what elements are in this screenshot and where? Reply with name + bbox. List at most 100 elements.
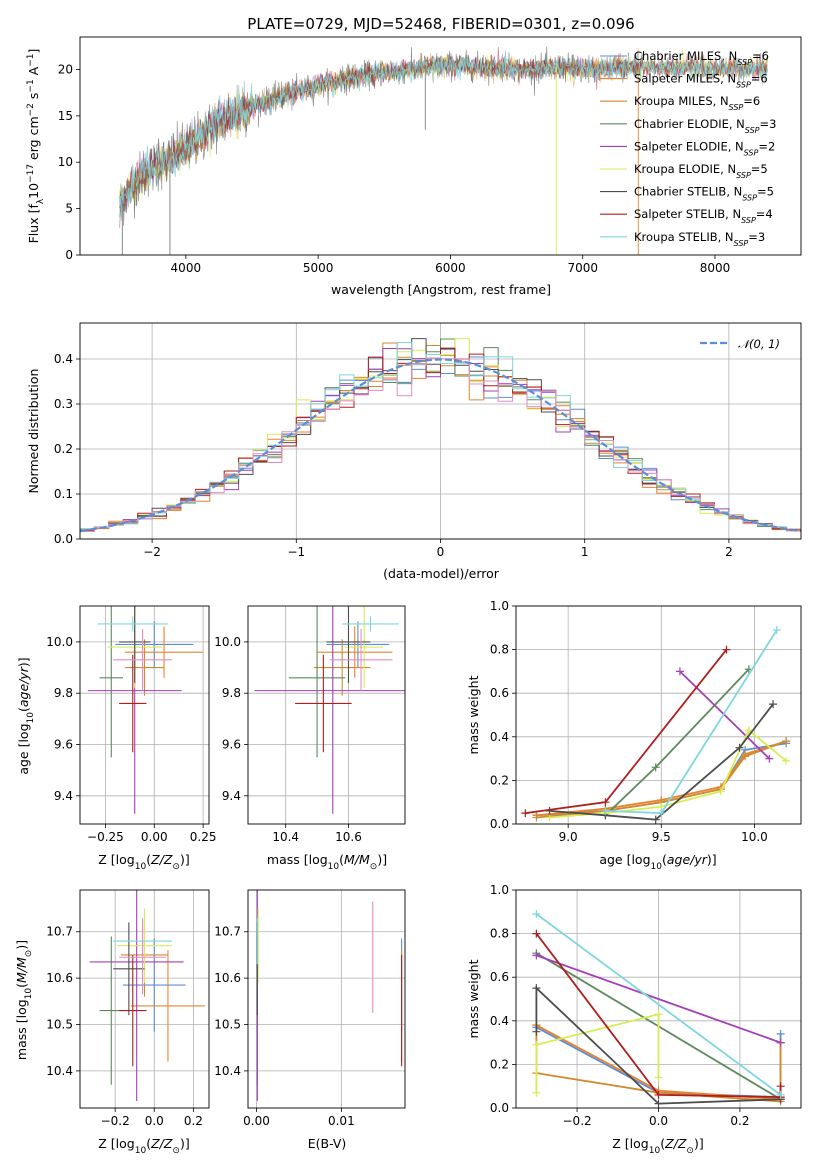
x-tick-label: −0.2 xyxy=(101,1114,130,1128)
y-tick-label: 0.2 xyxy=(490,773,509,787)
error-bar xyxy=(317,626,393,678)
y-tick-label: 9.6 xyxy=(222,737,241,751)
weight-series xyxy=(532,984,785,1108)
x-tick-label: 0.2 xyxy=(184,1114,203,1128)
legend-entry: 𝒩(0, 1) xyxy=(738,337,780,351)
y-tick-label: 0.0 xyxy=(54,532,73,546)
weight-marker xyxy=(654,1010,663,1019)
x-tick-label: 0.0 xyxy=(649,1114,668,1128)
label-part: ⊙ xyxy=(24,950,34,958)
y-tick-label: 5 xyxy=(65,202,73,216)
y-tick-label: 0.1 xyxy=(54,487,73,501)
x-axis-label: Z [log10(Z/Z⊙)] xyxy=(612,1136,703,1156)
x-tick-label: 0.01 xyxy=(328,1114,355,1128)
x-axis-label: age [log10(age/yr)] xyxy=(599,852,716,872)
label-part: −2 xyxy=(26,103,36,116)
label-part: mass [log xyxy=(14,999,29,1060)
weight-marker xyxy=(769,700,778,709)
model-spectrum xyxy=(119,52,768,221)
histogram-panel: −2 −1 0 1 2 0.0 0.1 0.2 0.3 0.4 (data-model)/error… xyxy=(26,322,802,581)
errorbars xyxy=(87,606,204,814)
label-part: wavelength [Angstrom, rest frame] xyxy=(331,282,551,297)
weight-marker xyxy=(601,806,610,815)
y-tick-label: 9.8 xyxy=(54,686,73,700)
label-part: age [log xyxy=(16,723,31,774)
y-axis-label: mass weight xyxy=(466,959,481,1038)
x-tick-label: 10.6 xyxy=(335,830,362,844)
label-part: Z/Z xyxy=(150,852,173,867)
x-tick-label: 0.00 xyxy=(141,830,168,844)
y-tick-label: 0.0 xyxy=(490,817,509,831)
weight-series xyxy=(532,909,785,1099)
axes-frame xyxy=(515,889,802,1109)
legend-entry: Salpeter STELIB, NSSP=4 xyxy=(634,207,773,225)
label-part: ( xyxy=(14,983,29,988)
label-part: ( xyxy=(146,852,151,867)
weight-line xyxy=(535,1013,660,1093)
error-bar xyxy=(326,606,371,683)
error-bar xyxy=(124,639,165,696)
axes-frame xyxy=(79,889,210,1109)
label-part: 10 xyxy=(328,862,340,872)
label-part: ⊙ xyxy=(172,862,180,872)
y-tick-label: 10.5 xyxy=(214,1018,241,1032)
legend-label: Kroupa STELIB, N xyxy=(634,230,734,244)
y-tick-label: 10.5 xyxy=(46,1018,73,1032)
y-tick-label: 10.6 xyxy=(214,971,241,985)
label-part: 10 xyxy=(24,988,34,1000)
y-tick-label: 0.2 xyxy=(54,442,73,456)
weight-lines xyxy=(521,625,791,824)
error-bar xyxy=(97,616,168,632)
label-part: )] xyxy=(180,1136,190,1151)
error-bar xyxy=(326,621,390,668)
error-bar xyxy=(99,606,123,758)
error-bar xyxy=(119,606,151,683)
x-tick-label: 2 xyxy=(725,545,733,559)
age-vs-metallicity-panel: −0.25 0.00 0.259.49.69.810.0Z [log10(Z/Z⊙)… xyxy=(16,605,216,872)
label-part: Z/Z xyxy=(150,1136,173,1151)
label-part: −1 xyxy=(26,54,36,67)
weight-marker xyxy=(716,787,725,796)
legend-label: Salpeter STELIB, N xyxy=(634,207,741,221)
weight-marker xyxy=(722,645,731,654)
y-tick-label: 10.4 xyxy=(214,1064,241,1078)
x-tick-label: 0.00 xyxy=(243,1114,270,1128)
legend-sub: SSP xyxy=(736,171,751,180)
x-tick-label: 8000 xyxy=(700,261,731,275)
weight-marker xyxy=(776,1038,785,1047)
error-bar xyxy=(313,639,371,696)
label-part: Z [log xyxy=(98,852,134,867)
label-part: Z [log xyxy=(612,1136,648,1151)
weight-marker xyxy=(782,756,791,765)
weight-line xyxy=(604,668,750,816)
x-axis-label: wavelength [Angstrom, rest frame] xyxy=(331,282,551,297)
label-part: ⊙ xyxy=(370,862,378,872)
legend-tail: =6 xyxy=(743,94,760,108)
weight-marker xyxy=(651,815,660,824)
label-part: 10 xyxy=(651,862,663,872)
legend-sub: SSP xyxy=(736,80,751,89)
y-tick-label: 10 xyxy=(58,155,73,169)
weight-marker xyxy=(735,743,744,752)
label-part: Z/Z xyxy=(664,1136,687,1151)
legend-sub: SSP xyxy=(741,216,756,225)
weight-marker xyxy=(776,1029,785,1038)
y-tick-label: 0.6 xyxy=(490,970,509,984)
weight-marker xyxy=(532,929,541,938)
label-part: ( xyxy=(660,1136,665,1151)
x-tick-label: −0.25 xyxy=(87,830,124,844)
y-tick-label: 0.4 xyxy=(490,1014,509,1028)
weight-line xyxy=(536,954,781,1044)
error-bar xyxy=(113,629,172,691)
legend-tail: =5 xyxy=(751,162,768,176)
weight-marker xyxy=(776,1082,785,1091)
y-axis-label: Normed distribution xyxy=(26,369,41,494)
weight-marker xyxy=(657,809,666,818)
legend-sub: SSP xyxy=(745,125,760,134)
label-part: −1 xyxy=(26,79,36,92)
x-axis-label: E(B-V) xyxy=(308,1136,347,1151)
error-bar xyxy=(123,938,186,1032)
weight-series xyxy=(675,667,774,763)
label-part: age/yr xyxy=(667,852,708,867)
